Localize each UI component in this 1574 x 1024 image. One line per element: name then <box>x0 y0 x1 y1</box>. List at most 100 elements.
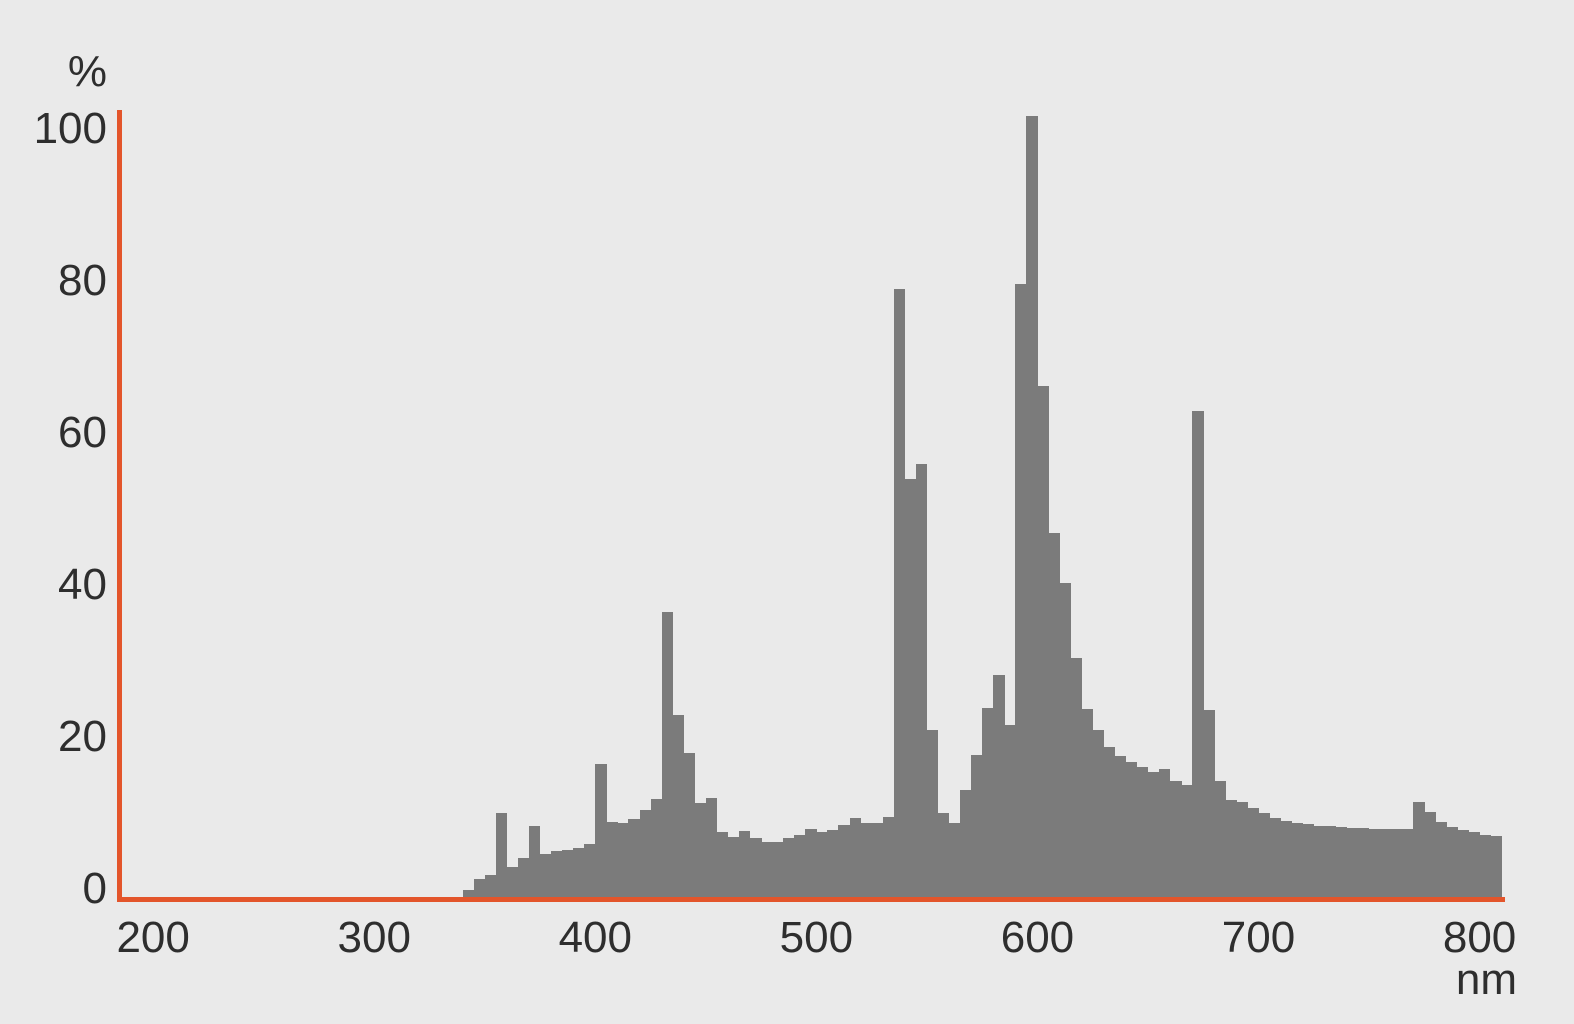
bar <box>1236 802 1248 897</box>
bar <box>462 890 475 897</box>
bar <box>716 831 729 897</box>
bar <box>982 707 994 897</box>
bar <box>473 878 486 897</box>
x-tick-label: 600 <box>1000 913 1075 962</box>
bar <box>1446 827 1458 897</box>
bar <box>617 823 629 897</box>
bar <box>1181 785 1193 897</box>
bar <box>1346 827 1359 897</box>
bar <box>860 823 873 897</box>
bar <box>993 675 1005 897</box>
y-tick-label: 40 <box>58 560 107 609</box>
bar <box>772 842 784 897</box>
bar <box>882 817 895 897</box>
bar <box>1324 826 1337 897</box>
bar <box>1402 828 1414 897</box>
y-tick-label: 60 <box>58 408 107 457</box>
bar <box>904 479 917 897</box>
y-tick-label: 80 <box>58 256 107 305</box>
bar <box>1026 115 1038 897</box>
bar <box>683 752 696 897</box>
bar <box>517 858 530 897</box>
bar <box>960 789 972 897</box>
bar <box>528 826 541 897</box>
bar <box>606 821 618 897</box>
bar <box>1302 824 1315 897</box>
bar <box>540 854 552 897</box>
bar <box>650 798 663 897</box>
bar <box>1225 799 1237 897</box>
bar <box>816 831 828 897</box>
y-tick-label: 20 <box>58 712 107 761</box>
bar <box>1457 830 1469 897</box>
bar <box>1059 583 1071 897</box>
bar <box>1357 827 1370 897</box>
bar <box>1280 821 1293 897</box>
bar <box>1435 821 1447 897</box>
bar <box>495 813 508 897</box>
bar <box>849 817 861 897</box>
bar <box>1203 710 1215 897</box>
bar <box>1214 780 1226 897</box>
bar <box>1424 811 1436 897</box>
bar <box>661 612 674 897</box>
bar <box>1468 832 1480 897</box>
bar <box>1136 767 1149 897</box>
x-tick-label: 700 <box>1221 913 1296 962</box>
bar <box>672 714 685 897</box>
bar <box>727 836 740 897</box>
bar <box>1291 822 1304 897</box>
bar <box>1081 708 1094 897</box>
bar <box>794 835 806 897</box>
x-tick-label: 400 <box>558 913 633 962</box>
bar <box>1258 813 1270 897</box>
bar <box>628 819 640 897</box>
bar <box>949 823 961 897</box>
bar <box>1413 802 1425 897</box>
bar <box>1004 725 1016 897</box>
bar <box>838 824 850 897</box>
bar <box>1070 658 1083 897</box>
bar <box>871 823 884 897</box>
bar <box>1092 729 1105 897</box>
bar <box>1125 761 1138 897</box>
x-tick-label: 800 <box>1442 913 1517 962</box>
bar <box>1490 836 1503 897</box>
bar <box>1114 756 1127 897</box>
bar <box>1247 808 1259 897</box>
bar <box>750 838 762 897</box>
bar <box>1479 834 1492 897</box>
bar <box>915 463 928 897</box>
bar <box>1170 781 1182 897</box>
bar <box>893 289 906 897</box>
bar <box>1015 283 1027 897</box>
bar <box>1380 828 1392 897</box>
bar <box>926 729 939 897</box>
bar <box>1335 827 1348 897</box>
bar <box>1192 410 1204 897</box>
bar <box>761 842 773 897</box>
bar <box>805 828 817 897</box>
bar <box>484 874 497 897</box>
bar <box>1103 746 1116 897</box>
bar <box>783 838 795 897</box>
bar <box>1147 771 1160 897</box>
bar <box>1159 769 1171 897</box>
bar <box>694 802 707 897</box>
y-tick-label: 0 <box>82 864 107 913</box>
x-tick-label: 500 <box>779 913 854 962</box>
bar <box>584 843 596 897</box>
bar <box>738 830 751 897</box>
bar <box>1369 828 1381 897</box>
bar <box>827 830 839 897</box>
x-tick-label: 200 <box>116 913 190 962</box>
x-tick-label: 300 <box>337 913 411 962</box>
bar <box>1313 825 1326 897</box>
bar <box>1037 385 1049 897</box>
y-tick-label: 100 <box>33 104 107 153</box>
bar <box>705 798 718 897</box>
bar <box>551 851 563 897</box>
bar <box>573 847 585 897</box>
x-axis-line <box>117 897 1505 902</box>
